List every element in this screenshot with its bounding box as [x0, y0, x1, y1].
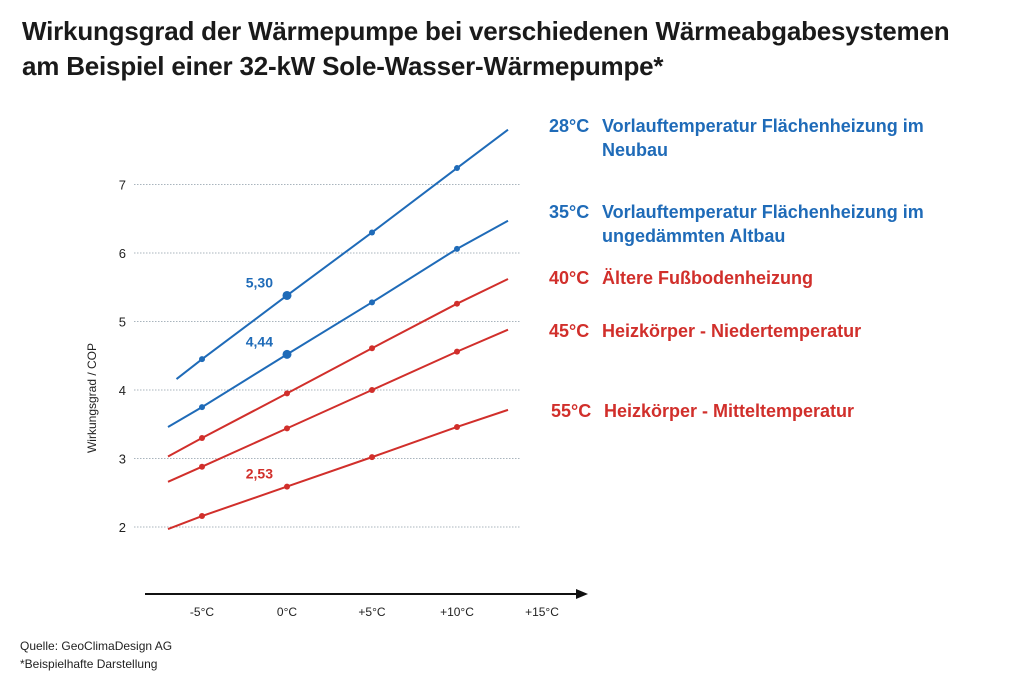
value-label-0: 5,30	[246, 274, 273, 290]
legend-name-2: 40°C	[549, 268, 589, 288]
series-line-2	[167, 278, 509, 458]
series-2-point-5	[369, 345, 375, 352]
series-1-point--5	[199, 404, 205, 411]
series-line-1	[167, 219, 509, 428]
legend-name-3: 45°C	[549, 321, 589, 341]
x-tick-label-3: +10°C	[440, 605, 474, 619]
y-axis-title: Wirkungsgrad / COP	[85, 343, 99, 453]
chart-title-line-2: am Beispiel einer 32-kW Sole-Wasser-Wärm…	[22, 51, 664, 81]
series-4-point-5	[369, 454, 375, 461]
series-1-point-0	[282, 349, 292, 359]
legend-name-4: 55°C	[551, 401, 591, 421]
series-0-point-10	[454, 165, 460, 172]
series-line-4	[167, 408, 509, 530]
value-label-1: 4,44	[246, 333, 273, 349]
x-tick-label-0: -5°C	[190, 605, 214, 619]
value-label-2: 2,53	[246, 466, 273, 482]
series-4-point--5	[199, 513, 205, 520]
footer: Quelle: GeoClimaDesign AG *Beispielhafte…	[20, 637, 172, 673]
legend-name-0: 28°C	[549, 116, 589, 136]
series-2-point-0	[284, 390, 290, 397]
series-3-point-5	[369, 387, 375, 393]
series-line-0	[175, 128, 509, 380]
series-0-point-5	[369, 229, 375, 236]
y-tick-label-2: 2	[119, 520, 126, 535]
series-3-point--5	[199, 463, 205, 470]
legend-label-4: Heizkörper - Mitteltemperatur	[604, 401, 854, 421]
y-tick-label-5: 5	[119, 315, 126, 330]
y-tick-label-7: 7	[119, 178, 126, 193]
y-tick-label-4: 4	[119, 383, 126, 398]
x-axis-arrow-icon	[576, 589, 588, 599]
legend-label-0: Vorlauftemperatur Flächenheizung im	[602, 116, 924, 136]
y-tick-label-3: 3	[119, 452, 126, 467]
series-0-point--5	[199, 356, 205, 363]
x-tick-label-4: +15°C	[525, 605, 559, 619]
series-1-point-10	[454, 245, 460, 252]
legend-name-1: 35°C	[549, 202, 589, 222]
series-4-point-10	[454, 423, 460, 430]
series-line-3	[167, 328, 509, 483]
chart-title-line-1: Wirkungsgrad der Wärmepumpe bei verschie…	[22, 16, 950, 46]
legend-label-1-line-2: ungedämmten Altbau	[602, 226, 785, 246]
legend-label-0-line-2: Neubau	[602, 140, 668, 160]
series-3-point-0	[284, 425, 290, 432]
chart-title: Wirkungsgrad der Wärmepumpe bei verschie…	[22, 14, 1012, 84]
x-tick-label-2: +5°C	[358, 605, 385, 619]
series-4-point-0	[284, 483, 290, 490]
legend-label-1: Vorlauftemperatur Flächenheizung im	[602, 202, 924, 222]
footnote: *Beispielhafte Darstellung	[20, 657, 158, 671]
series-1-point-5	[369, 299, 375, 306]
series-0-point-0	[282, 290, 292, 300]
source-note: Quelle: GeoClimaDesign AG	[20, 639, 173, 653]
series-2-point--5	[199, 434, 205, 441]
x-tick-label-1: 0°C	[277, 605, 297, 619]
series-2-point-10	[454, 300, 460, 307]
legend-label-2: Ältere Fußbodenheizung	[602, 268, 813, 288]
legend-label-3: Heizkörper - Niedertemperatur	[602, 321, 861, 341]
series-3-point-10	[454, 348, 460, 355]
y-tick-label-6: 6	[119, 246, 126, 261]
